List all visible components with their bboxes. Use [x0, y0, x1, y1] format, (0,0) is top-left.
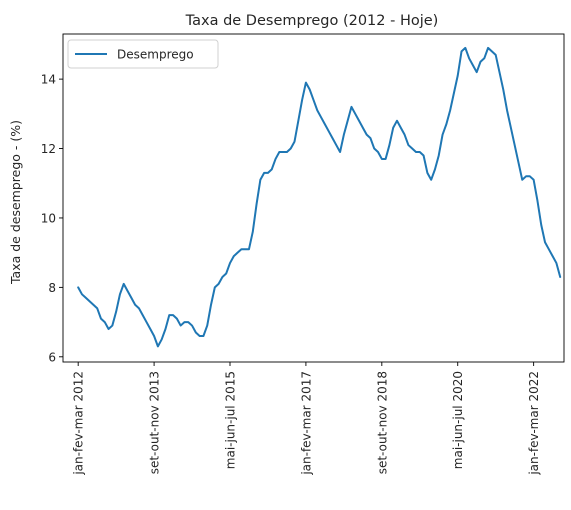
x-tick-label: jan-fev-mar 2017: [299, 371, 313, 476]
x-tick-label: set-out-nov 2013: [148, 371, 162, 474]
x-tick-label: jan-fev-mar 2022: [527, 371, 541, 476]
chart-title: Taxa de Desemprego (2012 - Hoje): [185, 13, 439, 29]
x-tick-label: mai-jun-jul 2015: [224, 371, 238, 469]
y-tick-label: 6: [48, 350, 56, 364]
series-line-desemprego: [77, 46, 562, 348]
y-tick-label: 14: [41, 73, 56, 87]
plot-area: [77, 46, 562, 348]
axis-ticks: 6 8 10 12 14 jan-fev-mar 2012 set-out-nov 2013…: [41, 73, 541, 476]
legend-box: [67, 39, 219, 69]
legend: Desemprego: [67, 39, 219, 69]
x-tick-label: set-out-nov 2018: [375, 371, 389, 474]
y-tick-label: 12: [41, 142, 56, 156]
y-axis-label: Taxa de desemprego - (%): [8, 120, 23, 285]
x-tick-label: jan-fev-mar 2012: [72, 371, 86, 476]
legend-label-desemprego: Desemprego: [117, 48, 194, 62]
x-tick-label: mai-jun-jul 2020: [451, 371, 465, 469]
axes-frame: [62, 33, 565, 363]
y-tick-label: 10: [41, 211, 56, 225]
y-tick-label: 8: [48, 281, 56, 295]
